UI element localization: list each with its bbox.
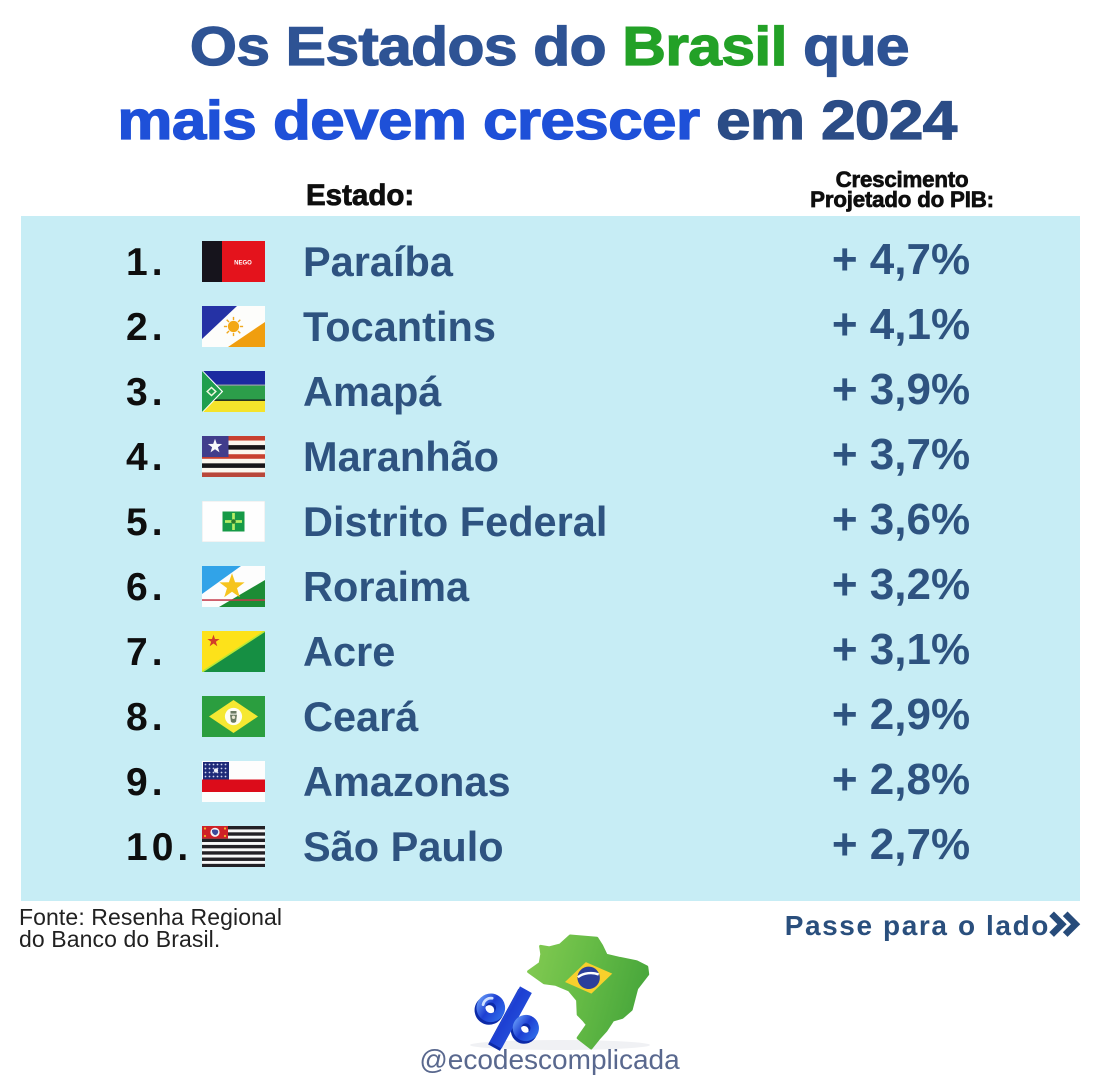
svg-text:NEGO: NEGO: [234, 261, 252, 267]
